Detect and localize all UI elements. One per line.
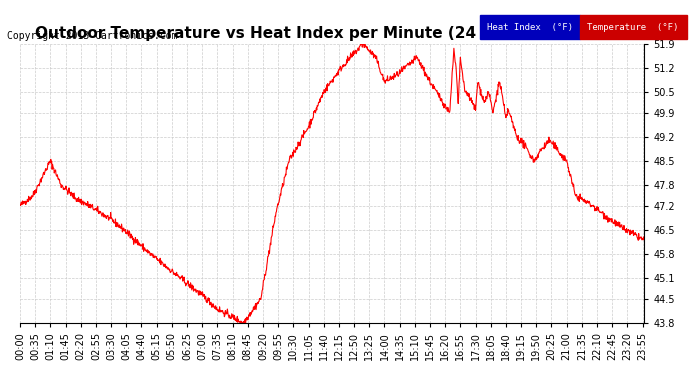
Title: Outdoor Temperature vs Heat Index per Minute (24 Hours) 20131026: Outdoor Temperature vs Heat Index per Mi… — [35, 26, 629, 41]
Text: Copyright 2013 Cartronics.com: Copyright 2013 Cartronics.com — [7, 32, 177, 41]
Text: Heat Index  (°F): Heat Index (°F) — [486, 22, 573, 32]
Text: Temperature  (°F): Temperature (°F) — [587, 22, 679, 32]
